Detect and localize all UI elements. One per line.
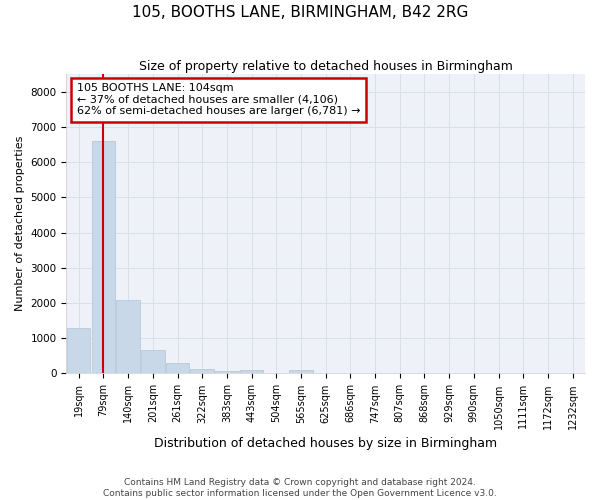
Bar <box>141 350 164 374</box>
Bar <box>67 328 91 374</box>
Text: Contains HM Land Registry data © Crown copyright and database right 2024.
Contai: Contains HM Land Registry data © Crown c… <box>103 478 497 498</box>
Y-axis label: Number of detached properties: Number of detached properties <box>15 136 25 312</box>
Bar <box>92 141 115 374</box>
Title: Size of property relative to detached houses in Birmingham: Size of property relative to detached ho… <box>139 60 512 73</box>
Bar <box>166 363 189 374</box>
Bar <box>215 370 239 374</box>
X-axis label: Distribution of detached houses by size in Birmingham: Distribution of detached houses by size … <box>154 437 497 450</box>
Text: 105 BOOTHS LANE: 104sqm
← 37% of detached houses are smaller (4,106)
62% of semi: 105 BOOTHS LANE: 104sqm ← 37% of detache… <box>77 83 360 116</box>
Bar <box>190 369 214 374</box>
Bar <box>289 370 313 374</box>
Text: 105, BOOTHS LANE, BIRMINGHAM, B42 2RG: 105, BOOTHS LANE, BIRMINGHAM, B42 2RG <box>132 5 468 20</box>
Bar <box>240 370 263 374</box>
Bar <box>116 300 140 374</box>
